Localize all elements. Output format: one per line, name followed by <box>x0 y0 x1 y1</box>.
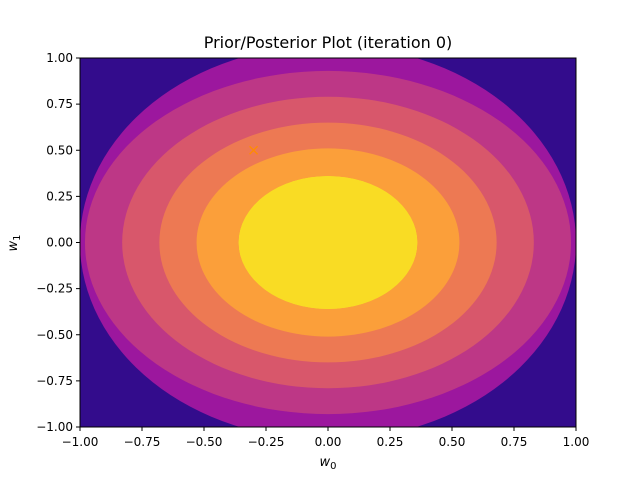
x-tick-label: −0.50 <box>186 435 223 449</box>
y-tick-label: 0.25 <box>46 189 73 203</box>
y-axis-label-sub: 1 <box>12 234 23 240</box>
x-tick-label: −0.75 <box>124 435 161 449</box>
x-tick-label: −1.00 <box>62 435 99 449</box>
y-tick-label: −0.50 <box>36 328 73 342</box>
y-tick-label: 1.00 <box>46 51 73 65</box>
y-tick-label: 0.00 <box>46 236 73 250</box>
x-tick-label: −0.25 <box>248 435 285 449</box>
x-tick-label: 0.75 <box>501 435 528 449</box>
contour-band-core <box>238 176 418 309</box>
y-tick-label: −0.75 <box>36 374 73 388</box>
y-axis-ticks: −1.00 −0.75 −0.50 −0.25 0.00 0.25 0.50 0.75 1.00 <box>36 51 80 434</box>
chart-title: Prior/Posterior Plot (iteration 0) <box>204 33 453 52</box>
x-tick-label: 0.25 <box>377 435 404 449</box>
y-axis-label: w1 <box>6 234 23 251</box>
sample-marker <box>249 145 259 155</box>
marker-stroke-2 <box>249 145 259 155</box>
y-tick-label: 0.75 <box>46 97 73 111</box>
x-tick-label: 0.50 <box>439 435 466 449</box>
x-axis-ticks: −1.00 −0.75 −0.50 −0.25 0.00 0.25 0.50 0.75 1.00 <box>62 427 590 449</box>
x-axis-label-sub: 0 <box>330 461 336 472</box>
x-tick-label: 1.00 <box>563 435 590 449</box>
y-axis-label-base: w <box>6 241 21 252</box>
y-tick-label: 0.50 <box>46 143 73 157</box>
x-axis-label-base: w <box>319 455 330 470</box>
y-tick-label: −0.25 <box>36 282 73 296</box>
x-axis-label: w0 <box>319 455 336 472</box>
y-tick-label: −1.00 <box>36 420 73 434</box>
contour-bands <box>80 58 576 427</box>
x-tick-label: 0.00 <box>315 435 342 449</box>
